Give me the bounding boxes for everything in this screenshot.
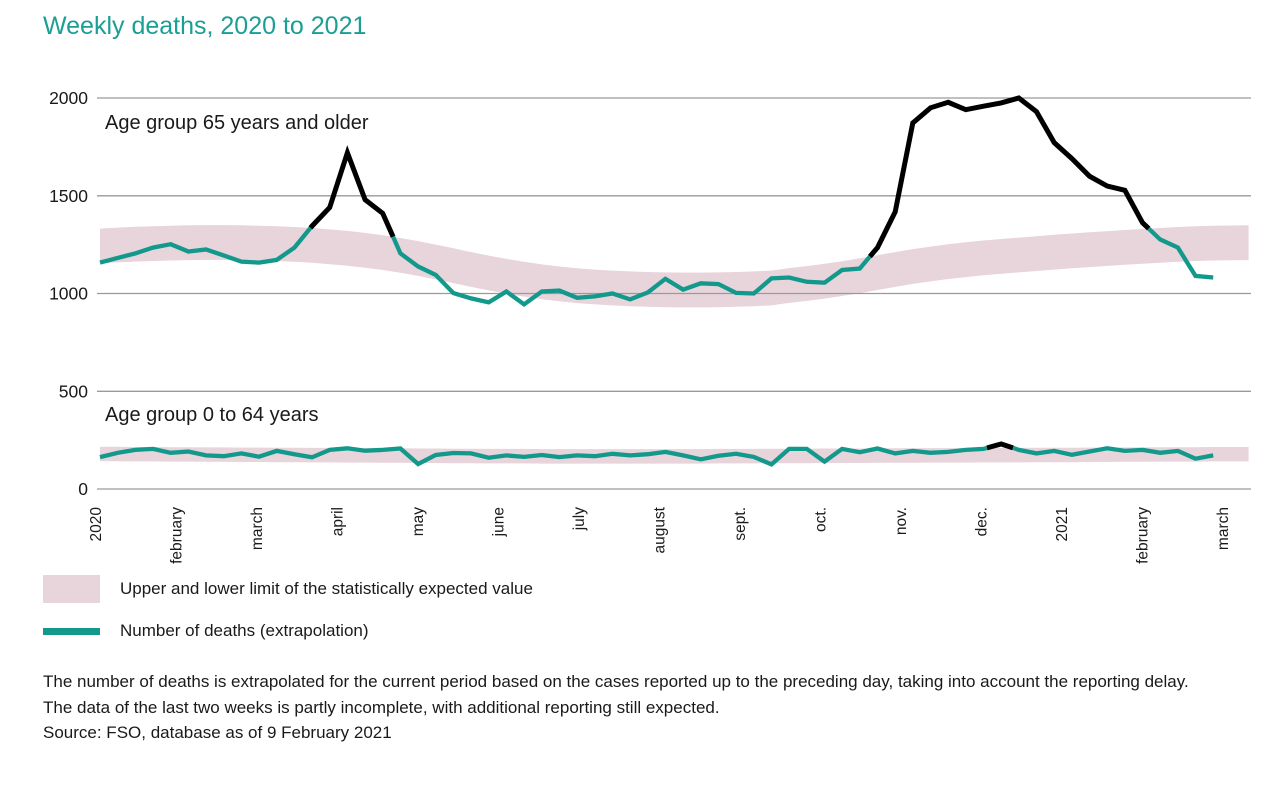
gridlines-layer: 0 500 1000 1500 2000: [49, 88, 1251, 499]
y-axis-tick-label: 1000: [49, 284, 88, 304]
x-axis-label: oct.: [813, 507, 830, 532]
footnotes: The number of deaths is extrapolated for…: [43, 669, 1189, 746]
x-axis-labels-layer: 2020 february march april may june july august s…: [88, 506, 1232, 564]
expected-range-legend-swatch: [43, 575, 100, 603]
deaths-line-legend-swatch: [43, 627, 100, 635]
deaths-lines-layer: [99, 95, 1214, 467]
legend-item-expected-range: Upper and lower limit of the statistical…: [43, 575, 533, 603]
x-axis-label: march: [249, 507, 266, 550]
excess-deaths-line-panel-0: [867, 95, 1151, 259]
footnote-incomplete-data: The data of the last two weeks is partly…: [43, 697, 720, 717]
deaths-line-panel-0: [99, 226, 313, 265]
expected-range-band-panel-0: [100, 225, 1249, 308]
footnote-source: Source: FSO, database as of 9 February 2…: [43, 723, 392, 742]
x-axis-label: 2021: [1054, 507, 1071, 541]
x-axis-label: 2020: [88, 507, 105, 542]
excess-deaths-line-panel-1: [986, 441, 1014, 451]
x-axis-label: sept.: [732, 507, 749, 541]
chart-title: Weekly deaths, 2020 to 2021: [43, 12, 367, 40]
panel-label-65-and-older: Age group 65 years and older: [105, 112, 369, 134]
x-axis-label: nov.: [893, 507, 910, 535]
x-axis-label: april: [330, 507, 347, 536]
y-axis-tick-label: 1500: [49, 186, 88, 206]
y-axis-tick-label: 500: [59, 381, 88, 401]
x-axis-label: august: [652, 506, 669, 553]
x-axis-label: june: [491, 507, 508, 537]
deaths-line-panel-0: [1147, 227, 1214, 280]
footnote-extrapolation: The number of deaths is extrapolated for…: [43, 672, 1189, 691]
deaths-line-panel-1: [99, 445, 988, 467]
x-axis-label: may: [410, 507, 427, 537]
legend-item-deaths-line: Number of deaths (extrapolation): [43, 621, 369, 640]
legend-label-expected-range: Upper and lower limit of the statistical…: [120, 579, 533, 598]
deaths-line-panel-1: [1012, 445, 1214, 461]
deaths-line-panel-0: [391, 235, 872, 308]
legend-label-deaths-line: Number of deaths (extrapolation): [120, 621, 369, 640]
panel-label-0-to-64: Age group 0 to 64 years: [105, 404, 318, 426]
x-axis-label: dec.: [974, 507, 991, 536]
x-axis-label: february: [1135, 507, 1152, 564]
x-axis-label: march: [1215, 507, 1232, 550]
x-axis-label: july: [571, 507, 588, 532]
excess-deaths-line-panel-0: [308, 145, 396, 238]
x-axis-label: february: [169, 507, 186, 564]
weekly-deaths-chart: 0 500 1000 1500 2000 2020 february march april m…: [49, 88, 1251, 564]
y-axis-tick-label: 0: [78, 479, 88, 499]
y-axis-tick-label: 2000: [49, 88, 88, 108]
